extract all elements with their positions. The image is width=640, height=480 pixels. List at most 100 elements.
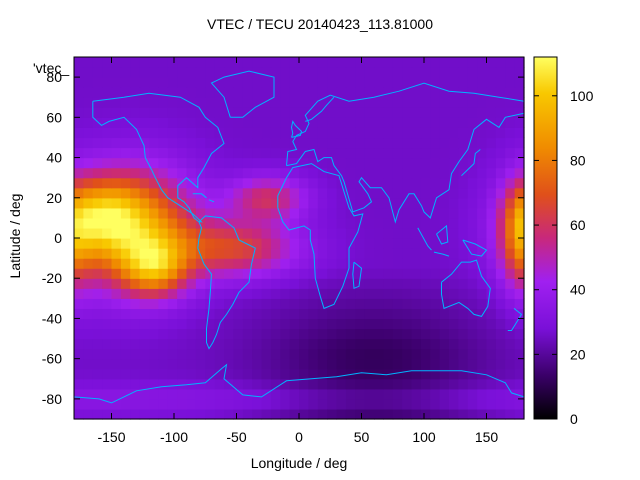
heatmap-cell: [289, 147, 300, 159]
heatmap-cell: [439, 207, 450, 219]
heatmap-cell: [486, 67, 497, 78]
heatmap-cell: [467, 328, 478, 340]
heatmap-cell: [186, 358, 197, 370]
heatmap-cell: [102, 338, 113, 350]
heatmap-cell: [308, 97, 319, 108]
heatmap-cell: [317, 308, 328, 320]
heatmap-cell: [458, 408, 469, 420]
heatmap-cell: [120, 238, 131, 249]
heatmap-cell: [195, 358, 206, 370]
heatmap-cell: [374, 338, 384, 350]
heatmap-cell: [289, 57, 300, 68]
heatmap-cell: [336, 157, 347, 169]
heatmap-cell: [233, 328, 244, 340]
heatmap-cell: [158, 378, 169, 390]
heatmap-cell: [411, 248, 422, 259]
heatmap-cell: [270, 318, 281, 330]
heatmap-cell: [139, 227, 150, 239]
heatmap-cell: [270, 207, 281, 219]
heatmap-cell: [102, 217, 113, 229]
heatmap-cell: [355, 127, 366, 139]
heatmap-cell: [299, 217, 309, 229]
heatmap-cell: [505, 87, 516, 98]
heatmap-cell: [477, 268, 488, 279]
heatmap-cell: [439, 67, 450, 78]
x-tick-label: -50: [226, 429, 246, 445]
heatmap-cell: [411, 67, 422, 78]
heatmap-cell: [327, 358, 338, 370]
heatmap-cell: [345, 157, 356, 169]
heatmap-cell: [167, 117, 178, 128]
heatmap-cell: [495, 408, 506, 420]
heatmap-cell: [430, 248, 441, 259]
heatmap-cell: [205, 268, 216, 279]
heatmap-cell: [495, 238, 506, 249]
heatmap-cell: [486, 197, 497, 209]
heatmap-cell: [355, 107, 366, 118]
heatmap-cell: [177, 227, 188, 239]
heatmap-cell: [505, 217, 516, 229]
heatmap-cell: [308, 388, 319, 400]
heatmap-cell: [411, 308, 422, 320]
heatmap-cell: [336, 107, 347, 118]
heatmap-cell: [233, 338, 244, 350]
heatmap-cell: [439, 318, 450, 330]
heatmap-cell: [120, 318, 131, 330]
heatmap-cell: [167, 318, 178, 330]
heatmap-cell: [195, 177, 206, 189]
heatmap-cell: [167, 177, 178, 189]
heatmap-cell: [83, 408, 94, 420]
heatmap-cell: [327, 398, 338, 410]
heatmap-cell: [355, 368, 366, 380]
heatmap-cell: [92, 398, 103, 410]
heatmap-cell: [139, 318, 150, 330]
heatmap-cell: [167, 258, 178, 269]
heatmap-cell: [233, 358, 244, 370]
heatmap-cell: [289, 87, 300, 98]
heatmap-cell: [83, 288, 94, 299]
heatmap-cell: [336, 388, 347, 400]
heatmap-cell: [233, 67, 244, 78]
heatmap-cell: [383, 298, 394, 309]
heatmap-cell: [430, 137, 441, 149]
heatmap-cell: [224, 87, 234, 98]
heatmap-cell: [289, 328, 300, 340]
heatmap-cell: [233, 258, 244, 269]
heatmap-cell: [111, 67, 122, 78]
heatmap-cell: [392, 388, 403, 400]
heatmap-cell: [139, 238, 150, 249]
heatmap-cell: [92, 358, 103, 370]
heatmap-cell: [186, 137, 197, 149]
heatmap-cell: [139, 358, 150, 370]
heatmap-cell: [495, 338, 506, 350]
heatmap-cell: [345, 388, 356, 400]
heatmap-cell: [308, 298, 319, 309]
heatmap-cell: [120, 217, 131, 229]
heatmap-cell: [111, 248, 122, 259]
heatmap-cell: [195, 288, 206, 299]
heatmap-cell: [317, 278, 328, 289]
heatmap-cell: [158, 298, 169, 309]
heatmap-cell: [430, 288, 441, 299]
heatmap-cell: [355, 298, 366, 309]
heatmap-cell: [420, 107, 431, 118]
heatmap-cell: [505, 107, 516, 118]
heatmap-cell: [299, 358, 309, 370]
heatmap-cell: [505, 147, 516, 159]
heatmap-cell: [299, 97, 309, 108]
heatmap-cell: [149, 67, 159, 78]
heatmap-cell: [467, 167, 478, 179]
heatmap-cell: [458, 157, 469, 169]
heatmap-cell: [449, 207, 459, 219]
heatmap-cell: [439, 398, 450, 410]
heatmap-cell: [139, 107, 150, 118]
heatmap-cell: [177, 298, 188, 309]
heatmap-cell: [92, 217, 103, 229]
heatmap-cell: [120, 157, 131, 169]
heatmap-cell: [74, 388, 84, 400]
heatmap-cell: [158, 318, 169, 330]
heatmap-cell: [355, 248, 366, 259]
heatmap-cell: [355, 187, 366, 199]
heatmap-cell: [392, 398, 403, 410]
heatmap-cell: [420, 258, 431, 269]
